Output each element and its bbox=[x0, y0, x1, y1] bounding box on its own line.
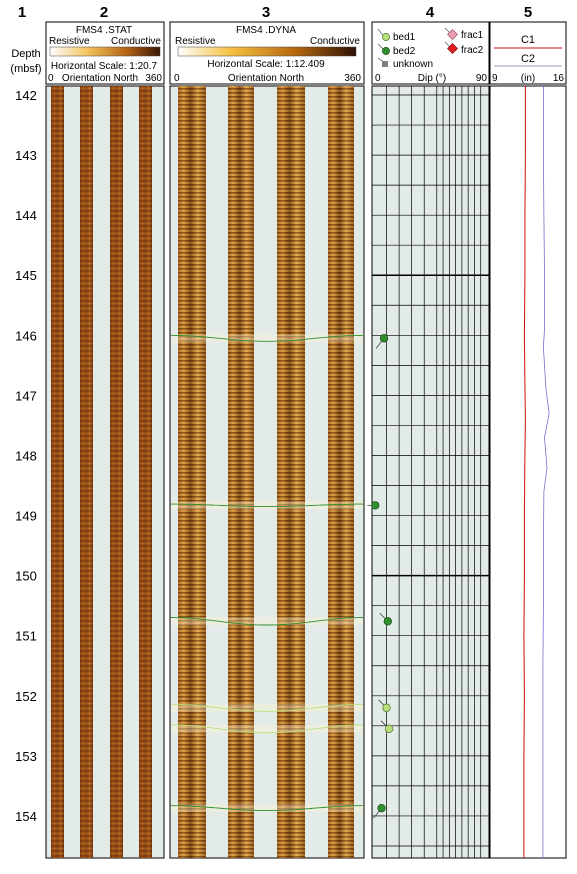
caliper-c1-label: C1 bbox=[521, 34, 535, 46]
depth-label: 149 bbox=[15, 509, 37, 524]
stat-pads bbox=[51, 86, 152, 858]
dyna-pads bbox=[178, 86, 354, 858]
depth-header: Depth bbox=[11, 48, 40, 60]
caliper-c1-curve bbox=[523, 86, 526, 858]
depth-label: 143 bbox=[15, 148, 37, 163]
track-number-2: 2 bbox=[100, 4, 108, 21]
bed1-trace bbox=[171, 703, 363, 712]
stat-axis-min: 0 bbox=[48, 73, 54, 84]
dyna-resistive-bands bbox=[171, 334, 363, 813]
dip-axis-label: Dip (°) bbox=[418, 73, 446, 84]
bed2-trace bbox=[170, 334, 364, 342]
dyna-colorbar bbox=[177, 46, 357, 57]
depth-label: 147 bbox=[15, 388, 37, 403]
track-number-1: 1 bbox=[18, 4, 26, 21]
caliper-axis-min: 9 bbox=[492, 73, 498, 84]
caliper-axis-label: (in) bbox=[521, 73, 535, 84]
stat-title: FMS4 .STAT bbox=[76, 25, 132, 36]
depth-label: 152 bbox=[15, 689, 37, 704]
dip-axis-min: 0 bbox=[375, 73, 381, 84]
dyna-title: FMS4 .DYNA bbox=[236, 25, 296, 36]
bed2-tadpole bbox=[383, 617, 392, 626]
bed2-tadpole bbox=[377, 803, 386, 813]
stat-scale-label: Horizontal Scale: 1:20.7 bbox=[51, 61, 158, 72]
depth-labels: 142 143 144 145 146 147 148 149 150 151 152 153 154 bbox=[15, 88, 37, 824]
bed1-legend-icon bbox=[382, 33, 390, 41]
stat-colorbar bbox=[49, 46, 161, 57]
depth-label: 146 bbox=[15, 328, 37, 343]
caliper-axis-max: 16 bbox=[553, 73, 565, 84]
depth-label: 151 bbox=[15, 629, 37, 644]
stat-axis-max: 360 bbox=[145, 73, 162, 84]
bed2-trace bbox=[170, 617, 364, 626]
bed1-trace bbox=[170, 724, 364, 734]
dyna-axis-label: Orientation North bbox=[228, 73, 304, 84]
dip-tadpoles bbox=[367, 334, 394, 819]
track-number-4: 4 bbox=[426, 4, 435, 21]
legend-bed1: bed1 bbox=[393, 32, 416, 43]
bed2-legend-icon bbox=[382, 47, 390, 55]
depth-label: 144 bbox=[15, 208, 37, 223]
caliper-c2-label: C2 bbox=[521, 53, 535, 65]
legend-bed2: bed2 bbox=[393, 46, 416, 57]
bed2-tadpole bbox=[371, 501, 380, 510]
depth-label: 150 bbox=[15, 569, 37, 584]
stat-axis-label: Orientation North bbox=[62, 73, 138, 84]
stat-resistive-label: Resistive bbox=[49, 36, 90, 47]
track-number-3: 3 bbox=[262, 4, 270, 21]
frac1-legend-icon bbox=[447, 29, 458, 40]
caliper-track-panel bbox=[489, 85, 567, 859]
bed2-trace bbox=[170, 805, 364, 812]
stat-conductive-label: Conductive bbox=[111, 36, 161, 47]
depth-label: 148 bbox=[15, 448, 37, 463]
caliper-c2-curve bbox=[542, 86, 550, 858]
depth-label: 154 bbox=[15, 809, 37, 824]
depth-label: 145 bbox=[15, 268, 37, 283]
legend-frac1: frac1 bbox=[461, 30, 484, 41]
dyna-conductive-label: Conductive bbox=[310, 36, 360, 47]
track-4-header-frame bbox=[371, 21, 490, 85]
dyna-resistive-label: Resistive bbox=[175, 36, 216, 47]
legend-frac2: frac2 bbox=[461, 45, 484, 56]
bed1-tadpole bbox=[382, 703, 391, 712]
unknown-legend-icon bbox=[382, 61, 388, 67]
depth-label: 142 bbox=[15, 88, 37, 103]
depth-label: 153 bbox=[15, 749, 37, 764]
dyna-axis-max: 360 bbox=[344, 73, 361, 84]
track-5-header-frame bbox=[489, 21, 567, 85]
dip-axis-max: 90 bbox=[476, 73, 488, 84]
depth-unit: (mbsf) bbox=[10, 63, 41, 75]
bed2-tadpole bbox=[379, 334, 389, 343]
dyna-axis-min: 0 bbox=[174, 73, 180, 84]
bed1-tadpole bbox=[384, 724, 394, 733]
track-number-5: 5 bbox=[524, 4, 532, 21]
frac2-legend-icon bbox=[447, 43, 458, 54]
legend-unknown: unknown bbox=[393, 59, 433, 70]
track-2-header-frame bbox=[45, 21, 165, 85]
bed-sinusoid-traces bbox=[170, 334, 364, 812]
track-3-header-frame bbox=[169, 21, 365, 85]
bed2-trace bbox=[171, 503, 363, 508]
dip-track-panel bbox=[371, 85, 490, 859]
dyna-scale-label: Horizontal Scale: 1:12.409 bbox=[207, 59, 325, 70]
dip-grid bbox=[372, 86, 489, 858]
